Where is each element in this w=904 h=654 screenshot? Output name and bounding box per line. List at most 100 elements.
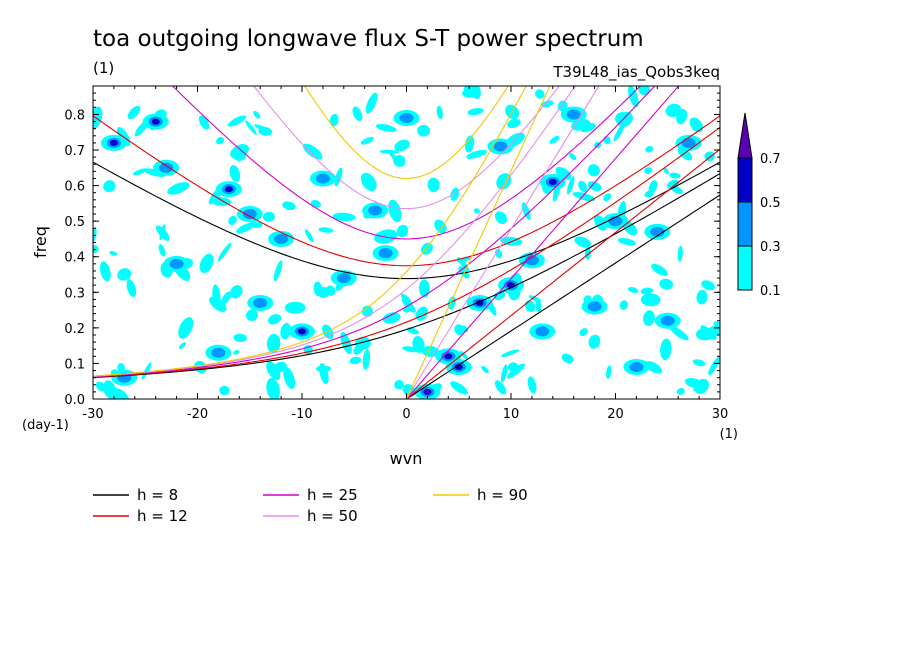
spectral-peak-mid (524, 255, 539, 266)
kelvin-wave-curve (405, 86, 551, 399)
contour-patch (266, 333, 281, 353)
colorbar-segment (737, 245, 753, 291)
kelvin-wave-curve (406, 86, 680, 399)
contour-patch (394, 380, 404, 390)
kelvin-wave-curve (406, 194, 720, 399)
legend-label: h = 90 (477, 486, 528, 504)
contour-patch (258, 126, 273, 136)
spectral-peak-mid (368, 205, 383, 216)
contour-patch (198, 115, 210, 130)
contour-patch (209, 296, 227, 312)
contour-patch (280, 322, 291, 340)
spectral-peak-mid (274, 233, 289, 244)
colorbar-label: 0.1 (760, 284, 781, 299)
contour-patch (651, 263, 668, 276)
contour-patch (266, 361, 281, 381)
spectral-peak-mid (336, 273, 351, 284)
legend: h = 8 h = 12 h = 25 h = 50 h = 90 (93, 486, 528, 525)
contour-patch (117, 268, 132, 281)
contour-patch (603, 193, 612, 202)
contour-patch (665, 103, 682, 118)
contour-patch (284, 301, 306, 314)
colorbar-segment (737, 201, 753, 247)
contour-patch (464, 135, 475, 153)
contour-patch (233, 150, 247, 162)
contour-patch (325, 285, 336, 296)
spectral-peak-mid (399, 113, 414, 124)
contour-patch (332, 212, 356, 222)
spectral-peak-mid (566, 109, 581, 120)
contour-patch (692, 359, 706, 367)
contour-patch (95, 381, 106, 392)
contour-patch (273, 260, 283, 282)
x-tick-label: -10 (291, 407, 312, 422)
contour-patch (671, 185, 683, 194)
gravity-wave-curve (253, 86, 560, 210)
contour-patch (421, 345, 439, 357)
spectral-peak-inner (444, 353, 453, 360)
contour-patch (210, 197, 232, 206)
x-axis: -30 -20 -10 0 10 20 30 (82, 86, 728, 422)
legend-label: h = 12 (137, 507, 188, 525)
contour-patch (374, 229, 398, 244)
contour-patch (227, 115, 247, 127)
contour-patch (396, 224, 409, 238)
contour-patch (315, 365, 332, 372)
contour-patch (283, 367, 296, 389)
contour-patch (233, 349, 240, 355)
contour-patch (677, 147, 693, 161)
contour-patch (400, 293, 413, 306)
spectral-peak-mid (253, 297, 268, 308)
contour-patch (229, 165, 241, 182)
spectral-peak-inner (109, 139, 118, 146)
contour-patch (217, 242, 232, 262)
x-unit-label: (1) (720, 427, 738, 442)
y-tick-label: 0.6 (64, 180, 85, 195)
legend-label: h = 8 (137, 486, 178, 504)
x-tick-label: 30 (712, 407, 729, 422)
spectral-peak-core (425, 390, 430, 394)
contour-patch (507, 118, 521, 129)
gravity-wave-curve (93, 161, 720, 280)
contour-patch (262, 211, 275, 222)
x-axis-label: wvn (390, 449, 423, 468)
contour-patch (267, 314, 282, 325)
contour-patch (103, 180, 116, 193)
contour-patch (507, 362, 519, 372)
contour-patch (561, 353, 574, 364)
y-tick-label: 0.2 (64, 322, 85, 337)
contour-patch (648, 180, 658, 194)
spectral-peak-mid (660, 315, 675, 326)
contour-patch (393, 154, 406, 167)
mixed-rossby-gravity-curve (93, 126, 720, 378)
contour-patch (447, 296, 456, 310)
contour-patch (233, 333, 247, 343)
chart-subtitle-right: T39L48_ias_Qobs3keq (552, 63, 720, 82)
contour-patch (353, 343, 365, 355)
contour-patch (541, 100, 554, 108)
contour-patch (459, 350, 469, 360)
contour-fill-layer (93, 86, 720, 399)
contour-patch (360, 137, 374, 145)
contour-patch (365, 92, 378, 114)
spectral-peak-mid (242, 209, 257, 220)
contour-patch (245, 120, 257, 135)
contour-patch (379, 149, 399, 154)
x-tick-label: -30 (82, 407, 103, 422)
contour-patch (456, 256, 471, 263)
contour-patch (99, 261, 111, 282)
contour-patch (574, 236, 592, 248)
contour-patch (527, 376, 537, 394)
contour-patch (606, 365, 612, 379)
colorbar-arrow (737, 112, 753, 159)
contour-patch (246, 309, 258, 322)
contour-patch (619, 300, 628, 311)
mixed-rossby-gravity-curve (93, 86, 527, 377)
contour-patch (644, 167, 653, 174)
contour-patch (617, 111, 633, 128)
contour-patch (450, 187, 460, 201)
contour-patch (458, 266, 470, 279)
contour-patch (178, 342, 187, 350)
contour-patch (676, 387, 685, 395)
contour-patch (696, 289, 708, 305)
